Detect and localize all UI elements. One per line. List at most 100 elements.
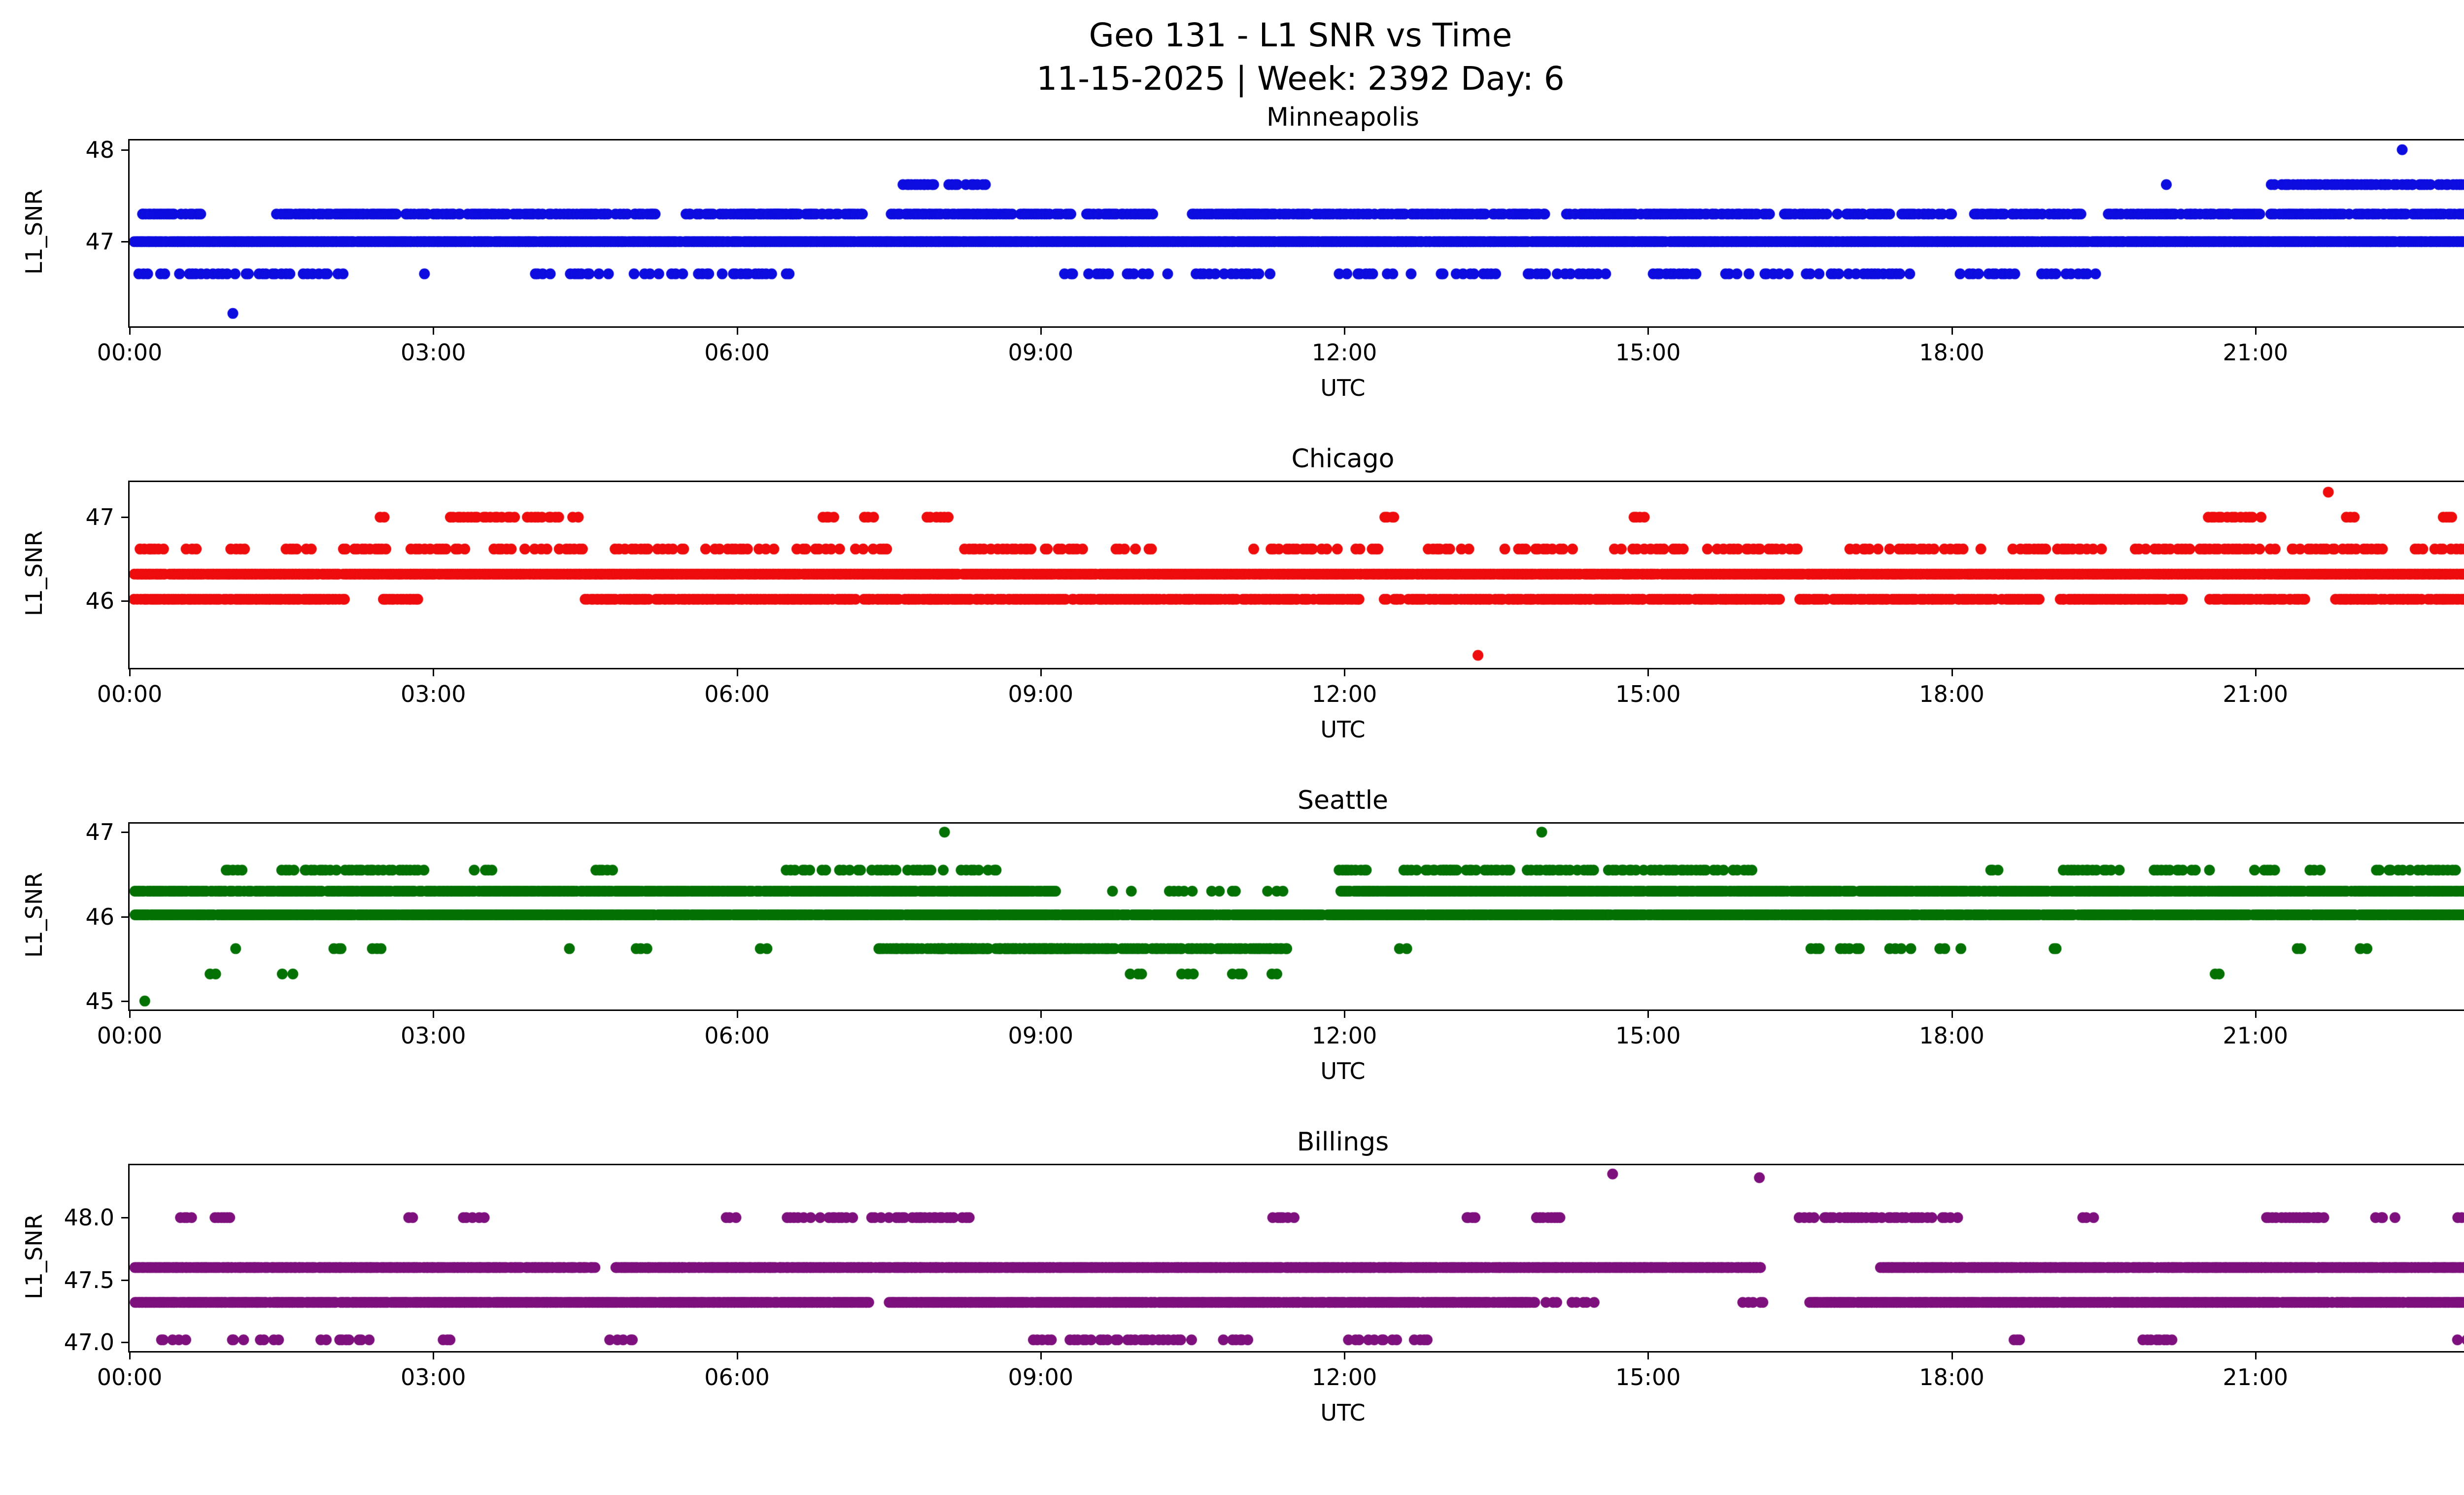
- x-tick-mark: [2255, 1011, 2257, 1018]
- y-tick-label: 45: [85, 987, 114, 1014]
- x-axis-label: UTC: [1320, 375, 1366, 401]
- x-tick-label: 18:00: [1919, 681, 1985, 707]
- x-tick-mark: [736, 1353, 738, 1359]
- y-tick-label: 47.5: [64, 1266, 114, 1293]
- subplot-billings: Billings L1_SNR UTC 47.0 47.5 48.0 00:00 03:…: [0, 1125, 2464, 1467]
- y-tick-mark: [121, 1217, 128, 1219]
- x-tick-mark: [129, 669, 131, 676]
- x-tick-mark: [1344, 1353, 1345, 1359]
- x-tick-mark: [129, 1011, 131, 1018]
- y-tick-label: 48.0: [64, 1204, 114, 1231]
- x-tick-mark: [1344, 1011, 1345, 1018]
- x-tick-label: 03:00: [400, 1364, 466, 1391]
- y-tick-mark: [121, 149, 128, 151]
- x-tick-mark: [1951, 1353, 1953, 1359]
- x-tick-mark: [1040, 1353, 1042, 1359]
- x-tick-mark: [1344, 669, 1345, 676]
- y-tick-label: 46: [85, 903, 114, 930]
- subplot-minneapolis: Minneapolis L1_SNR UTC 47 48 00:00 03:00 06:…: [0, 101, 2464, 442]
- y-tick-mark: [121, 832, 128, 834]
- x-tick-mark: [129, 328, 131, 335]
- y-tick-label: 47: [85, 228, 114, 255]
- y-tick-label: 47: [85, 504, 114, 531]
- x-tick-label: 21:00: [2223, 681, 2289, 707]
- y-tick-mark: [121, 1342, 128, 1344]
- x-tick-label: 18:00: [1919, 339, 1985, 366]
- y-tick-label: 48: [85, 136, 114, 163]
- x-tick-mark: [1951, 328, 1953, 335]
- x-tick-label: 03:00: [400, 1022, 466, 1049]
- x-tick-label: 06:00: [704, 681, 770, 707]
- x-tick-label: 06:00: [704, 1364, 770, 1391]
- x-tick-label: 03:00: [400, 681, 466, 707]
- scatter-canvas: [130, 1165, 2464, 1351]
- x-tick-mark: [736, 1011, 738, 1018]
- subplot-title: Seattle: [1297, 786, 1389, 815]
- y-tick-label: 47.0: [64, 1329, 114, 1356]
- x-tick-label: 18:00: [1919, 1364, 1985, 1391]
- x-tick-mark: [1040, 669, 1042, 676]
- figure-title-line1: Geo 131 - L1 SNR vs Time: [1089, 16, 1512, 54]
- x-tick-label: 21:00: [2223, 339, 2289, 366]
- x-tick-label: 00:00: [97, 339, 163, 366]
- x-tick-label: 12:00: [1311, 1022, 1377, 1049]
- x-tick-label: 21:00: [2223, 1022, 2289, 1049]
- x-tick-label: 15:00: [1615, 339, 1681, 366]
- x-tick-label: 09:00: [1008, 1364, 1074, 1391]
- x-tick-mark: [1951, 669, 1953, 676]
- axes-frame: [128, 822, 2464, 1011]
- x-tick-mark: [1951, 1011, 1953, 1018]
- x-tick-mark: [129, 1353, 131, 1359]
- subplot-title: Chicago: [1291, 444, 1395, 474]
- x-tick-mark: [1647, 1011, 1649, 1018]
- y-tick-label: 46: [85, 588, 114, 615]
- x-tick-label: 09:00: [1008, 1022, 1074, 1049]
- scatter-canvas: [130, 140, 2464, 326]
- x-tick-mark: [433, 1353, 435, 1359]
- x-tick-label: 15:00: [1615, 1022, 1681, 1049]
- x-axis-label: UTC: [1320, 1058, 1366, 1084]
- x-tick-mark: [736, 328, 738, 335]
- x-tick-mark: [1040, 1011, 1042, 1018]
- x-tick-label: 15:00: [1615, 681, 1681, 707]
- x-tick-mark: [2255, 669, 2257, 676]
- axes-frame: [128, 481, 2464, 669]
- x-tick-label: 12:00: [1311, 1364, 1377, 1391]
- axes-frame: [128, 139, 2464, 328]
- x-tick-mark: [736, 669, 738, 676]
- x-tick-label: 00:00: [97, 681, 163, 707]
- x-tick-label: 09:00: [1008, 681, 1074, 707]
- x-tick-label: 06:00: [704, 1022, 770, 1049]
- x-axis-label: UTC: [1320, 716, 1366, 743]
- x-axis-label: UTC: [1320, 1399, 1366, 1426]
- x-tick-mark: [2255, 328, 2257, 335]
- subplot-chicago: Chicago L1_SNR UTC 46 47 00:00 03:00 06:00 09…: [0, 442, 2464, 784]
- y-tick-mark: [121, 1279, 128, 1281]
- x-tick-label: 03:00: [400, 339, 466, 366]
- y-tick-mark: [121, 600, 128, 602]
- x-tick-label: 00:00: [97, 1364, 163, 1391]
- subplot-title: Billings: [1297, 1127, 1389, 1157]
- x-tick-label: 12:00: [1311, 339, 1377, 366]
- scatter-canvas: [130, 482, 2464, 668]
- y-tick-mark: [121, 241, 128, 243]
- x-tick-mark: [433, 1011, 435, 1018]
- x-tick-mark: [1040, 328, 1042, 335]
- x-tick-label: 21:00: [2223, 1364, 2289, 1391]
- x-tick-mark: [1344, 328, 1345, 335]
- figure-title-line2: 11-15-2025 | Week: 2392 Day: 6: [1036, 60, 1565, 98]
- x-tick-label: 15:00: [1615, 1364, 1681, 1391]
- x-tick-mark: [433, 328, 435, 335]
- y-tick-mark: [121, 1000, 128, 1002]
- x-tick-mark: [2255, 1353, 2257, 1359]
- scatter-canvas: [130, 824, 2464, 1009]
- x-tick-mark: [1647, 328, 1649, 335]
- y-tick-mark: [121, 916, 128, 918]
- figure-title: Geo 131 - L1 SNR vs Time 11-15-2025 | We…: [0, 0, 2464, 101]
- x-tick-label: 00:00: [97, 1022, 163, 1049]
- x-tick-mark: [1647, 669, 1649, 676]
- axes-frame: [128, 1164, 2464, 1353]
- y-tick-label: 47: [85, 819, 114, 846]
- y-axis-label: L1_SNR: [21, 1214, 47, 1300]
- x-tick-label: 12:00: [1311, 681, 1377, 707]
